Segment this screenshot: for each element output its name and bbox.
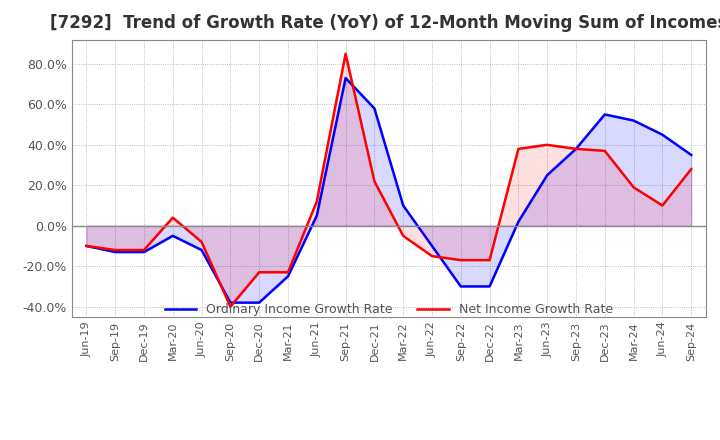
Ordinary Income Growth Rate bbox=[485, 284, 494, 289]
Net Income Growth Rate bbox=[82, 243, 91, 249]
Ordinary Income Growth Rate bbox=[312, 213, 321, 218]
Ordinary Income Growth Rate bbox=[197, 247, 206, 253]
Ordinary Income Growth Rate bbox=[255, 300, 264, 305]
Ordinary Income Growth Rate bbox=[428, 243, 436, 249]
Ordinary Income Growth Rate bbox=[572, 146, 580, 151]
Net Income Growth Rate bbox=[514, 146, 523, 151]
Ordinary Income Growth Rate bbox=[399, 203, 408, 208]
Ordinary Income Growth Rate bbox=[111, 249, 120, 255]
Net Income Growth Rate bbox=[428, 253, 436, 259]
Net Income Growth Rate bbox=[140, 247, 148, 253]
Title: [7292]  Trend of Growth Rate (YoY) of 12-Month Moving Sum of Incomes: [7292] Trend of Growth Rate (YoY) of 12-… bbox=[50, 15, 720, 33]
Net Income Growth Rate bbox=[370, 179, 379, 184]
Net Income Growth Rate bbox=[658, 203, 667, 208]
Ordinary Income Growth Rate bbox=[543, 172, 552, 178]
Net Income Growth Rate bbox=[312, 199, 321, 204]
Net Income Growth Rate bbox=[284, 270, 292, 275]
Ordinary Income Growth Rate bbox=[82, 243, 91, 249]
Net Income Growth Rate bbox=[485, 257, 494, 263]
Net Income Growth Rate bbox=[629, 185, 638, 190]
Net Income Growth Rate bbox=[399, 233, 408, 238]
Net Income Growth Rate bbox=[197, 239, 206, 245]
Net Income Growth Rate bbox=[341, 51, 350, 56]
Net Income Growth Rate bbox=[168, 215, 177, 220]
Ordinary Income Growth Rate bbox=[284, 274, 292, 279]
Ordinary Income Growth Rate bbox=[370, 106, 379, 111]
Ordinary Income Growth Rate bbox=[658, 132, 667, 137]
Ordinary Income Growth Rate bbox=[514, 219, 523, 224]
Ordinary Income Growth Rate bbox=[226, 300, 235, 305]
Net Income Growth Rate bbox=[226, 304, 235, 309]
Ordinary Income Growth Rate bbox=[456, 284, 465, 289]
Net Income Growth Rate bbox=[600, 148, 609, 154]
Ordinary Income Growth Rate bbox=[687, 152, 696, 158]
Legend: Ordinary Income Growth Rate, Net Income Growth Rate: Ordinary Income Growth Rate, Net Income … bbox=[165, 303, 613, 316]
Line: Net Income Growth Rate: Net Income Growth Rate bbox=[86, 54, 691, 307]
Net Income Growth Rate bbox=[687, 166, 696, 172]
Ordinary Income Growth Rate bbox=[140, 249, 148, 255]
Ordinary Income Growth Rate bbox=[629, 118, 638, 123]
Net Income Growth Rate bbox=[543, 142, 552, 147]
Ordinary Income Growth Rate bbox=[341, 75, 350, 81]
Ordinary Income Growth Rate bbox=[168, 233, 177, 238]
Net Income Growth Rate bbox=[111, 247, 120, 253]
Ordinary Income Growth Rate bbox=[600, 112, 609, 117]
Net Income Growth Rate bbox=[255, 270, 264, 275]
Line: Ordinary Income Growth Rate: Ordinary Income Growth Rate bbox=[86, 78, 691, 303]
Net Income Growth Rate bbox=[572, 146, 580, 151]
Net Income Growth Rate bbox=[456, 257, 465, 263]
